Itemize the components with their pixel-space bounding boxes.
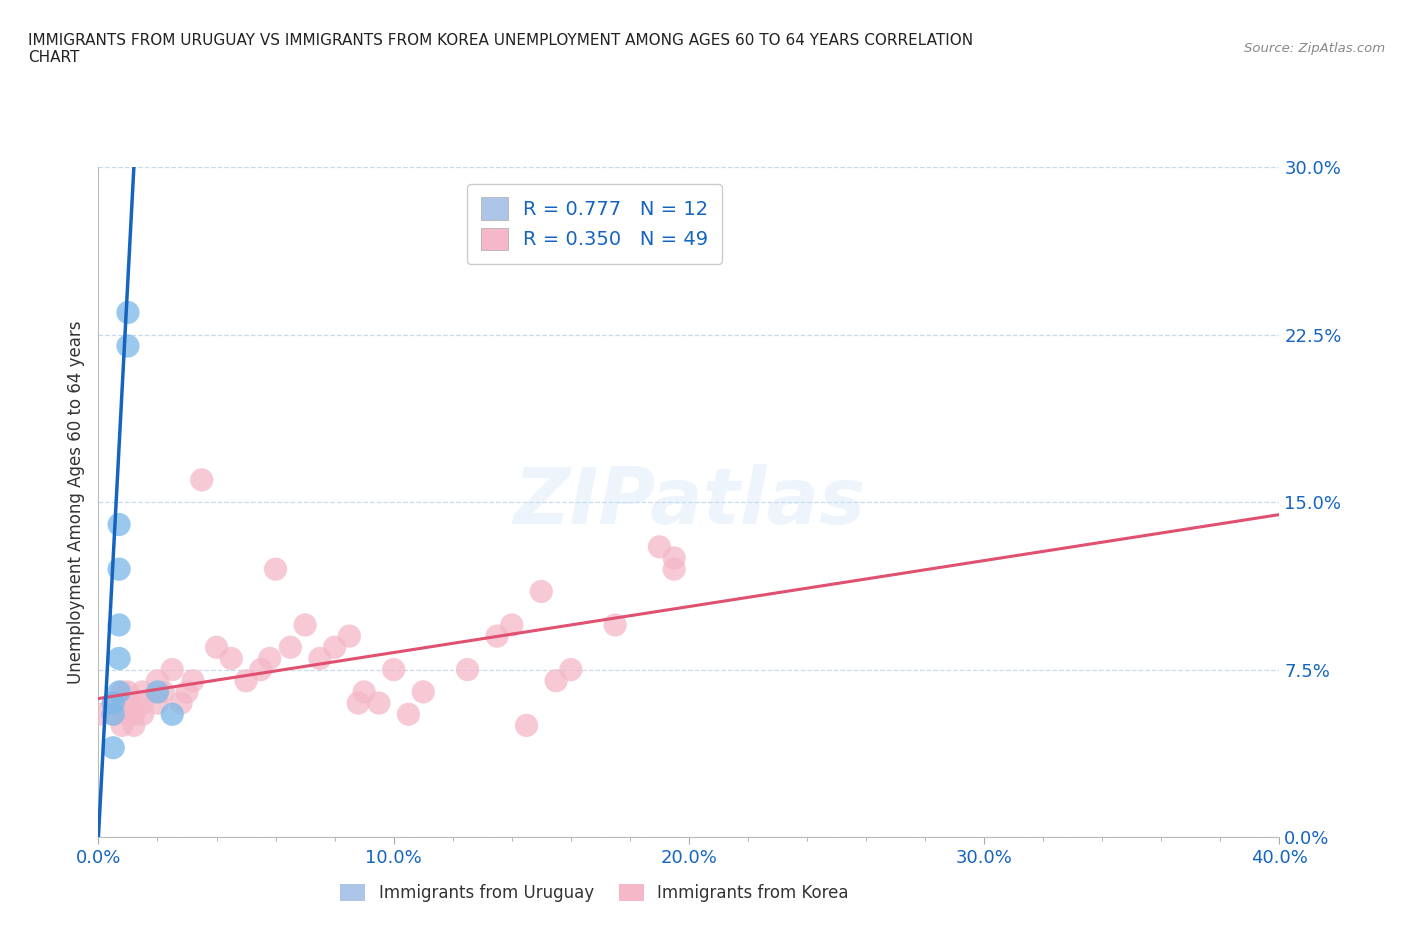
Legend: Immigrants from Uruguay, Immigrants from Korea: Immigrants from Uruguay, Immigrants from… [333,878,855,909]
Point [117,684,139,699]
Point [664,551,686,565]
Point [309,651,332,666]
Point [205,640,228,655]
Point [396,707,419,722]
Point [132,696,155,711]
Point [456,662,478,677]
Point [162,662,183,677]
Point [108,517,131,532]
Point [235,673,257,688]
Point [108,684,131,699]
Point [122,718,145,733]
Point [264,562,287,577]
Point [122,707,145,722]
Point [108,618,131,632]
Point [412,684,434,699]
Point [146,684,169,699]
Point [103,696,125,711]
Point [170,696,193,711]
Point [108,651,131,666]
Point [146,673,169,688]
Point [103,740,125,755]
Point [132,684,155,699]
Point [294,618,316,632]
Point [117,707,139,722]
Point [117,696,139,711]
Point [176,684,198,699]
Point [132,707,155,722]
Point [486,629,509,644]
Point [560,662,582,677]
Point [152,684,174,699]
Point [117,305,139,320]
Point [515,718,537,733]
Point [111,718,134,733]
Point [259,651,281,666]
Point [111,684,134,699]
Point [337,629,360,644]
Point [323,640,346,655]
Point [278,640,302,655]
Point [117,339,139,353]
Point [664,562,686,577]
Point [382,662,405,677]
Point [219,651,242,666]
Point [347,696,370,711]
Point [162,707,183,722]
Point [146,696,169,711]
Point [368,696,391,711]
Point [530,584,553,599]
Point [353,684,375,699]
Point [103,707,125,722]
Point [191,472,214,487]
Point [501,618,523,632]
Point [103,707,125,722]
Y-axis label: Unemployment Among Ages 60 to 64 years: Unemployment Among Ages 60 to 64 years [66,321,84,684]
Point [605,618,627,632]
Point [544,673,567,688]
Text: Source: ZipAtlas.com: Source: ZipAtlas.com [1244,42,1385,55]
Point [181,673,204,688]
Point [250,662,273,677]
Point [87,707,110,722]
Point [108,562,131,577]
Point [103,696,125,711]
Text: IMMIGRANTS FROM URUGUAY VS IMMIGRANTS FROM KOREA UNEMPLOYMENT AMONG AGES 60 TO 6: IMMIGRANTS FROM URUGUAY VS IMMIGRANTS FR… [28,33,973,65]
Text: ZIPatlas: ZIPatlas [513,464,865,540]
Point [648,539,671,554]
